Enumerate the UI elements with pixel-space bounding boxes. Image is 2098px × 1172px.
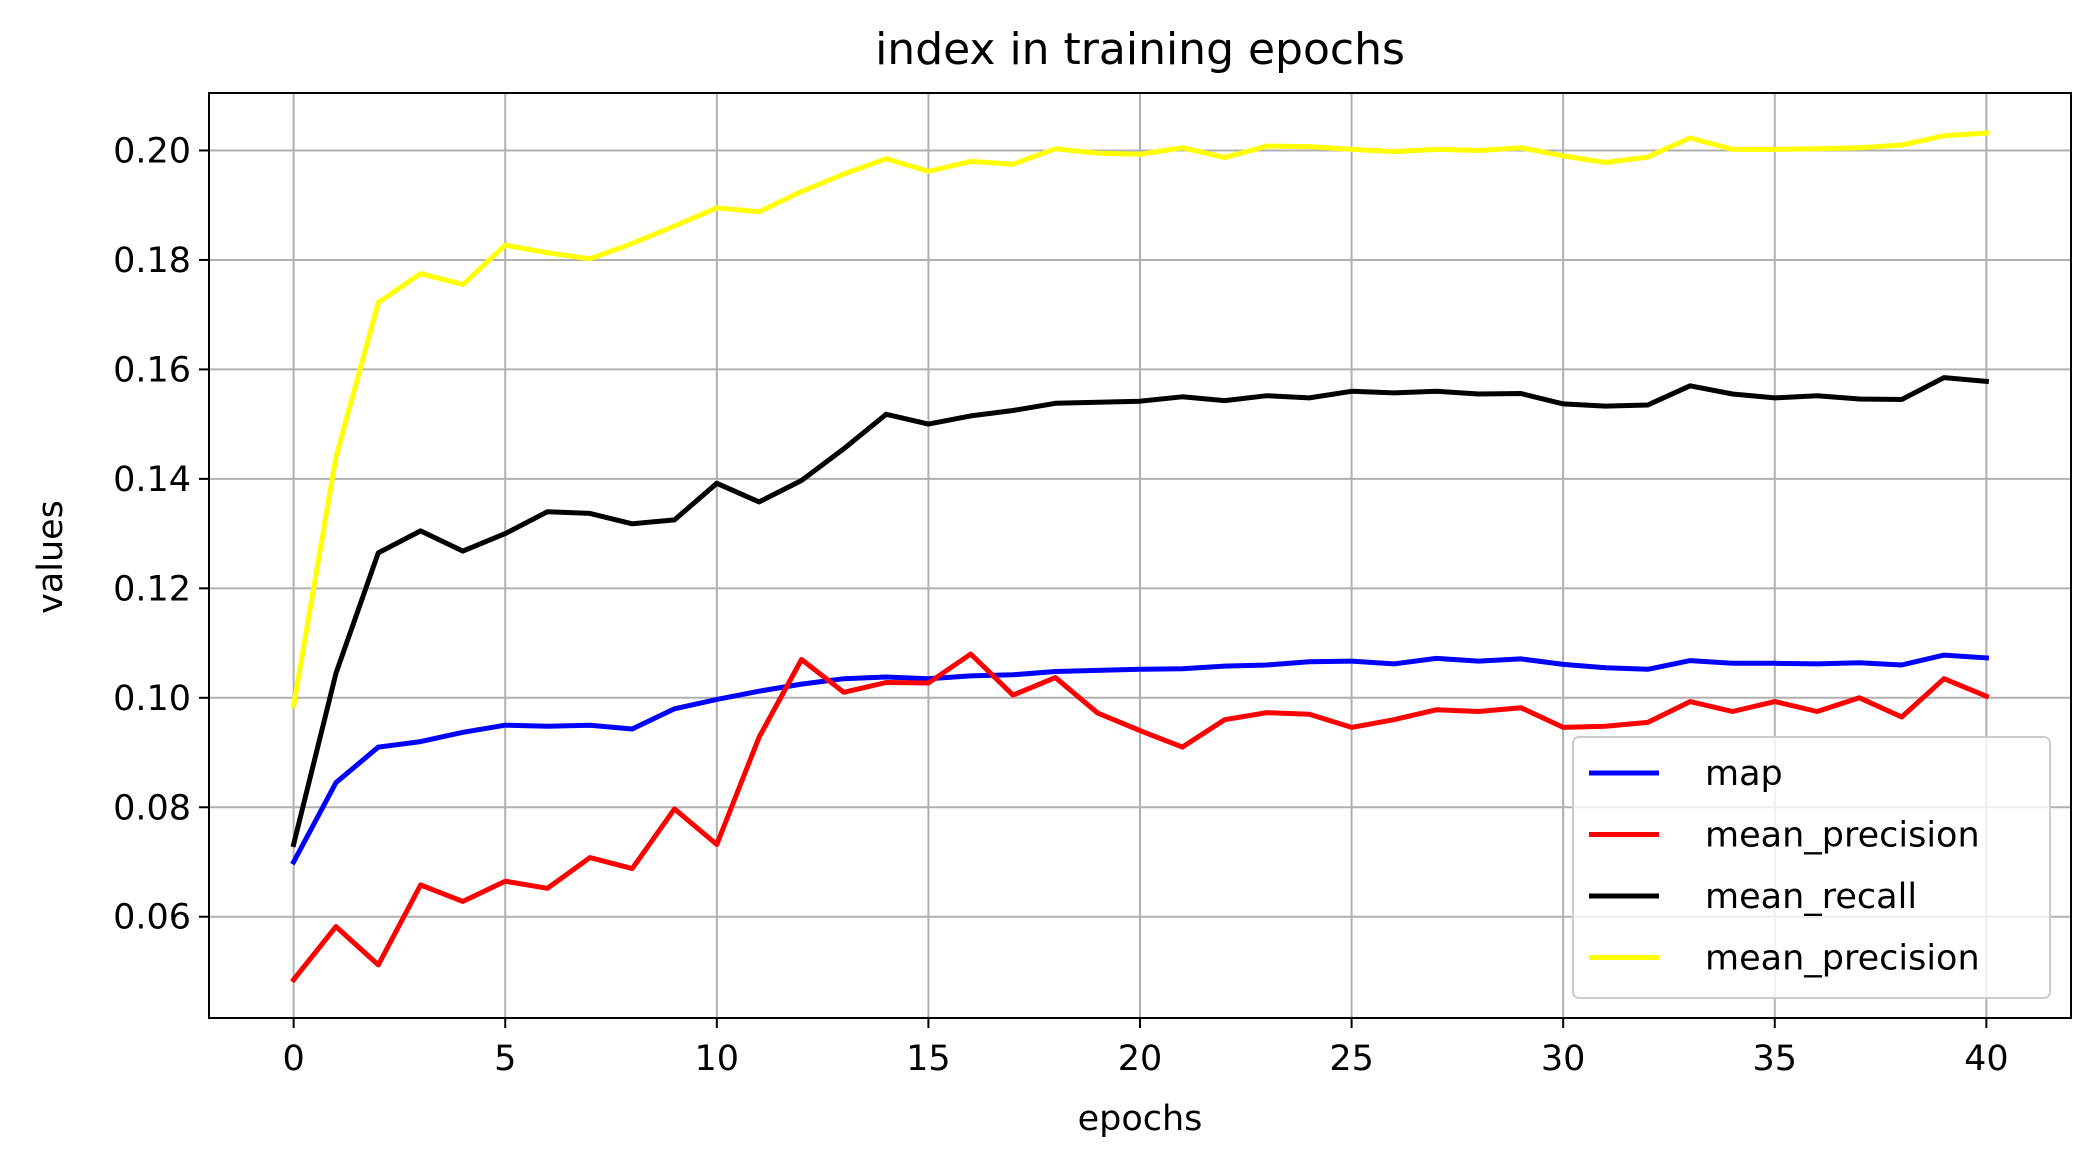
x-axis-label: epochs bbox=[1078, 1099, 1203, 1139]
series-lines bbox=[290, 130, 1990, 984]
y-tick-label: 0.14 bbox=[113, 460, 191, 500]
legend-entry-label: mean_recall bbox=[1705, 877, 1917, 917]
y-tick-label: 0.08 bbox=[113, 788, 191, 828]
x-tick-label: 30 bbox=[1541, 1039, 1586, 1079]
legend-entry-label: mean_precision bbox=[1705, 816, 1980, 856]
legend-box bbox=[1572, 736, 2051, 999]
axis-ticks: 0 5 10 15 20 25 30 35 40 0.06 0.08 0.10 0.12 0.14 0.16… bbox=[113, 131, 2009, 1079]
y-tick-label: 0.20 bbox=[113, 131, 191, 171]
legend-entry-label: mean_precision bbox=[1705, 939, 1980, 979]
x-tick-label: 15 bbox=[906, 1039, 951, 1079]
y-axis-label: values bbox=[31, 500, 71, 614]
x-tick-label: 0 bbox=[282, 1039, 304, 1079]
y-tick-label: 0.18 bbox=[113, 241, 191, 281]
x-tick-label: 40 bbox=[1964, 1039, 2009, 1079]
legend: map mean_precision mean_recall mean_precisi… bbox=[1572, 736, 2051, 999]
series-line-mean-recall-2 bbox=[290, 375, 1990, 848]
x-tick-label: 20 bbox=[1118, 1039, 1163, 1079]
x-tick-label: 25 bbox=[1329, 1039, 1374, 1079]
series-line-mean-precision-3 bbox=[290, 130, 1990, 709]
x-tick-label: 10 bbox=[695, 1039, 740, 1079]
series-line-mean-precision-1 bbox=[290, 651, 1990, 984]
y-tick-label: 0.10 bbox=[113, 679, 191, 719]
y-tick-label: 0.16 bbox=[113, 350, 191, 390]
series-line-map-0 bbox=[290, 652, 1990, 866]
legend-entry-label: map bbox=[1705, 754, 1783, 794]
x-tick-label: 35 bbox=[1752, 1039, 1797, 1079]
chart-title: index in training epochs bbox=[875, 24, 1405, 75]
x-tick-label: 5 bbox=[494, 1039, 516, 1079]
y-tick-label: 0.06 bbox=[113, 898, 191, 938]
y-tick-label: 0.12 bbox=[113, 569, 191, 609]
